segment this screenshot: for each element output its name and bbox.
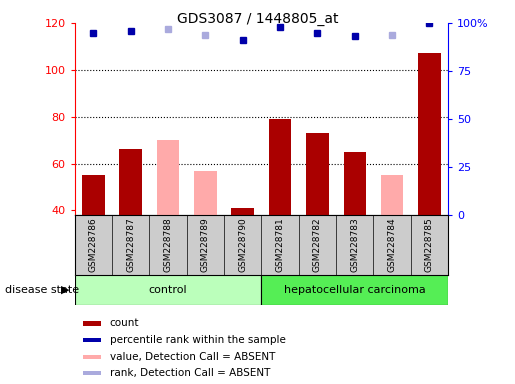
Bar bbox=[83, 354, 101, 359]
Text: GSM228787: GSM228787 bbox=[126, 217, 135, 271]
Bar bbox=[119, 149, 142, 215]
Text: GSM228781: GSM228781 bbox=[276, 217, 284, 271]
Bar bbox=[344, 152, 366, 215]
Bar bbox=[157, 140, 179, 215]
Bar bbox=[381, 175, 403, 215]
Text: hepatocellular carcinoma: hepatocellular carcinoma bbox=[284, 285, 425, 295]
Text: count: count bbox=[110, 318, 139, 328]
Text: rank, Detection Call = ABSENT: rank, Detection Call = ABSENT bbox=[110, 368, 270, 378]
Bar bbox=[82, 175, 105, 215]
Bar bbox=[194, 170, 216, 215]
Text: GSM228789: GSM228789 bbox=[201, 217, 210, 271]
Text: GSM228784: GSM228784 bbox=[388, 217, 397, 271]
Bar bbox=[232, 208, 254, 215]
Text: GSM228785: GSM228785 bbox=[425, 217, 434, 271]
Text: GSM228782: GSM228782 bbox=[313, 217, 322, 271]
Text: value, Detection Call = ABSENT: value, Detection Call = ABSENT bbox=[110, 352, 275, 362]
Text: control: control bbox=[149, 285, 187, 295]
Text: ▶: ▶ bbox=[61, 285, 70, 295]
Bar bbox=[261, 275, 448, 305]
Text: GDS3087 / 1448805_at: GDS3087 / 1448805_at bbox=[177, 12, 338, 25]
Bar bbox=[269, 119, 291, 215]
Text: GSM228790: GSM228790 bbox=[238, 217, 247, 271]
Text: GSM228786: GSM228786 bbox=[89, 217, 98, 271]
Text: GSM228783: GSM228783 bbox=[350, 217, 359, 271]
Text: percentile rank within the sample: percentile rank within the sample bbox=[110, 335, 286, 345]
Bar bbox=[83, 321, 101, 326]
Bar bbox=[306, 133, 329, 215]
Bar bbox=[83, 371, 101, 375]
Bar bbox=[418, 53, 440, 215]
Text: disease state: disease state bbox=[5, 285, 79, 295]
Bar bbox=[83, 338, 101, 342]
Bar bbox=[75, 275, 261, 305]
Text: GSM228788: GSM228788 bbox=[164, 217, 173, 271]
